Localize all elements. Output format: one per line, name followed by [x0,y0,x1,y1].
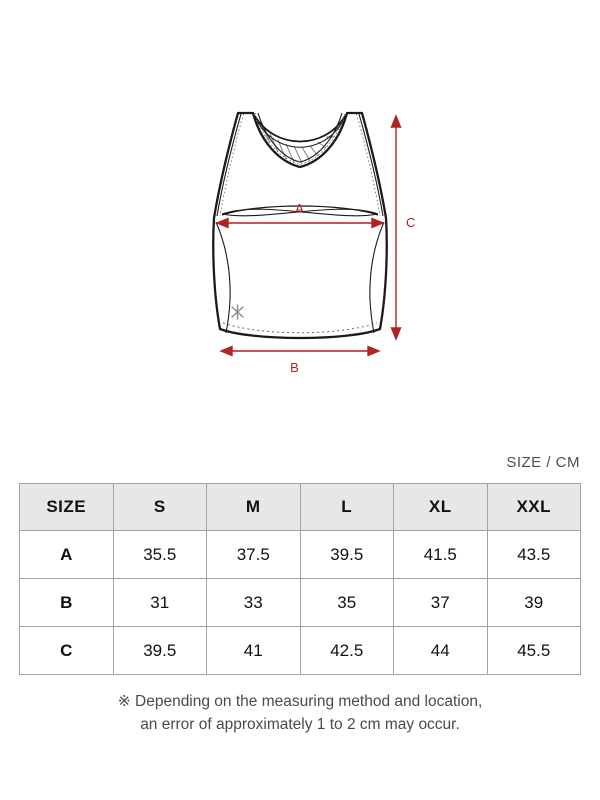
size-table-header-row: SIZE S M L XL XXL [19,483,581,531]
row-label-b: B [19,578,114,627]
row-label-a: A [19,530,114,579]
value-a-m: 37.5 [206,530,301,579]
measure-label-c: C [406,215,416,230]
table-row-b: B 31 33 35 37 39 [19,578,581,627]
measure-label-b: B [290,360,300,375]
value-a-xxl: 43.5 [486,530,581,579]
value-c-m: 41 [206,626,301,675]
header-cell-l: L [299,483,394,531]
brand-logo [231,304,244,320]
unit-label: SIZE / CM [506,454,580,471]
garment-diagram: A B C [212,111,416,375]
value-c-s: 39.5 [112,626,207,675]
size-table: SIZE S M L XL XXL A 35.5 37.5 39.5 41.5 … [19,483,581,675]
disclaimer-line-2: an error of approximately 1 to 2 cm may … [140,716,460,733]
table-row-c: C 39.5 41 42.5 44 45.5 [19,626,581,675]
measure-arrow-c [390,114,402,341]
disclaimer-line-1: ※ Depending on the measuring method and … [117,693,483,710]
value-b-s: 31 [112,578,207,627]
measure-arrow-b [219,345,381,357]
value-b-xl: 37 [393,578,488,627]
table-row-a: A 35.5 37.5 39.5 41.5 43.5 [19,530,581,579]
measure-label-a: A [295,201,305,216]
value-c-xxl: 45.5 [486,626,581,675]
row-label-c: C [19,626,114,675]
header-cell-s: S [112,483,207,531]
header-cell-xxl: XXL [486,483,581,531]
measure-arrow-a [215,217,385,229]
header-cell-size: SIZE [19,483,114,531]
value-b-l: 35 [299,578,394,627]
value-b-xxl: 39 [486,578,581,627]
value-c-l: 42.5 [299,626,394,675]
value-a-xl: 41.5 [393,530,488,579]
value-c-xl: 44 [393,626,488,675]
header-cell-m: M [206,483,301,531]
measurement-disclaimer: ※ Depending on the measuring method and … [0,690,600,736]
value-b-m: 33 [206,578,301,627]
header-cell-xl: XL [393,483,488,531]
value-a-s: 35.5 [112,530,207,579]
value-a-l: 39.5 [299,530,394,579]
garment-outline [212,111,388,340]
measurement-arrows: A B C [215,114,416,375]
stitch-details [215,112,385,334]
